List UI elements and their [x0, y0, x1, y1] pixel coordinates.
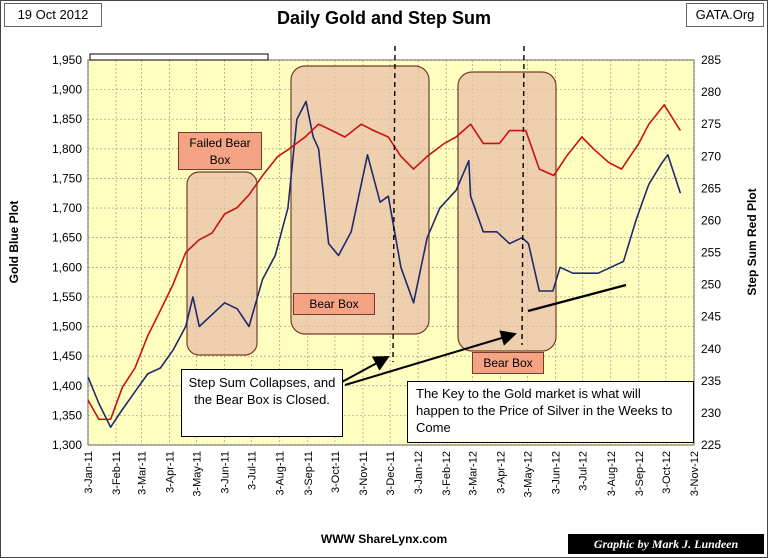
step-sum-collapses-note: Step Sum Collapses, and the Bear Box is …	[181, 369, 343, 437]
brand-label: GATA.Org	[686, 3, 764, 27]
key-to-gold-note: The Key to the Gold market is what will …	[407, 381, 694, 443]
y-tick-label-left: 1,300	[52, 438, 82, 452]
y-tick-label-left: 1,950	[52, 53, 82, 67]
y-tick-label-right: 250	[701, 278, 721, 292]
y-tick-label-right: 235	[701, 374, 721, 388]
arrow-to-marker-2	[344, 330, 517, 386]
x-tick-label: 3-Feb-12	[441, 451, 453, 496]
x-tick-label: 3-Mar-12	[467, 451, 479, 496]
y-tick-label-left: 1,800	[52, 142, 82, 156]
y-tick-label-left: 1,850	[52, 112, 82, 126]
dashed-marker-1	[392, 45, 396, 363]
y-tick-label-left: 1,550	[52, 290, 82, 304]
x-tick-label: 3-Sep-11	[303, 451, 315, 495]
x-tick-label: 3-Jul-12	[578, 451, 590, 491]
x-tick-label: 3-Apr-11	[164, 451, 176, 493]
failed-bear-box-label: Failed Bear Box	[178, 132, 262, 170]
y-tick-label-right: 265	[701, 181, 721, 195]
x-tick-label: 3-May-12	[523, 451, 535, 497]
y-tick-label-right: 230	[701, 406, 721, 420]
y-tick-label-left: 1,500	[52, 320, 82, 334]
x-tick-label: 3-Jun-12	[551, 451, 563, 494]
y-tick-label-right: 260	[701, 213, 721, 227]
y-tick-label-left: 1,450	[52, 349, 82, 363]
y-tick-label-right: 285	[701, 53, 721, 67]
x-tick-label: 3-Sep-12	[634, 451, 646, 496]
x-tick-label: 3-Dec-11	[385, 451, 397, 495]
support-trendline	[527, 283, 627, 313]
bear-box-label-2: Bear Box	[472, 352, 544, 374]
bear-box-region-2	[457, 71, 557, 352]
chart-title: Daily Gold and Step Sum	[276, 8, 492, 28]
y-tick-label-left: 1,600	[52, 260, 82, 274]
date-label: 19 Oct 2012	[4, 3, 102, 27]
y-tick-label-right: 255	[701, 246, 721, 260]
y-tick-label-left: 1,350	[52, 408, 82, 422]
bear-box-label-1: Bear Box	[293, 293, 375, 315]
x-tick-label: 3-Aug-12	[606, 451, 618, 496]
bear-box-region-1	[290, 65, 430, 335]
y-tick-label-right: 245	[701, 310, 721, 324]
x-tick-label: 3-Nov-12	[689, 451, 701, 496]
y-tick-label-left: 1,750	[52, 171, 82, 185]
x-tick-label: 3-Feb-11	[111, 451, 123, 495]
y-tick-label-right: 225	[701, 438, 721, 452]
x-tick-label: 3-Mar-11	[136, 451, 148, 495]
x-tick-label: 3-Jul-11	[247, 451, 259, 490]
x-tick-label: 3-Jan-12	[413, 451, 425, 494]
y-tick-label-left: 1,900	[52, 83, 82, 97]
x-tick-label: 3-May-11	[192, 451, 204, 497]
x-tick-label: 3-Jun-11	[220, 451, 232, 494]
failed-bear-box-region	[186, 171, 258, 356]
x-tick-label: 3-Nov-11	[358, 451, 370, 495]
x-tick-label: 3-Jan-11	[83, 451, 95, 494]
y-tick-label-right: 270	[701, 149, 721, 163]
y-tick-label-right: 275	[701, 117, 721, 131]
y-tick-label-right: 240	[701, 342, 721, 356]
x-tick-label: 3-Oct-11	[330, 451, 342, 493]
step-sum-series-line	[87, 104, 682, 421]
y-tick-label-right: 280	[701, 85, 721, 99]
x-tick-label: 3-Aug-11	[275, 451, 287, 495]
website-footer: WWW ShareLynx.com	[320, 532, 448, 546]
arrow-to-marker-1	[339, 356, 390, 384]
y-tick-label-left: 1,700	[52, 201, 82, 215]
credit-badge: Graphic by Mark J. Lundeen	[568, 534, 764, 554]
gold-series-line	[87, 100, 682, 429]
dashed-marker-2	[521, 45, 525, 346]
x-tick-label: 3-Oct-12	[661, 451, 673, 494]
range-marker	[89, 53, 269, 61]
y-tick-label-left: 1,650	[52, 231, 82, 245]
x-tick-label: 3-Apr-12	[495, 451, 507, 494]
y-tick-label-left: 1,400	[52, 379, 82, 393]
